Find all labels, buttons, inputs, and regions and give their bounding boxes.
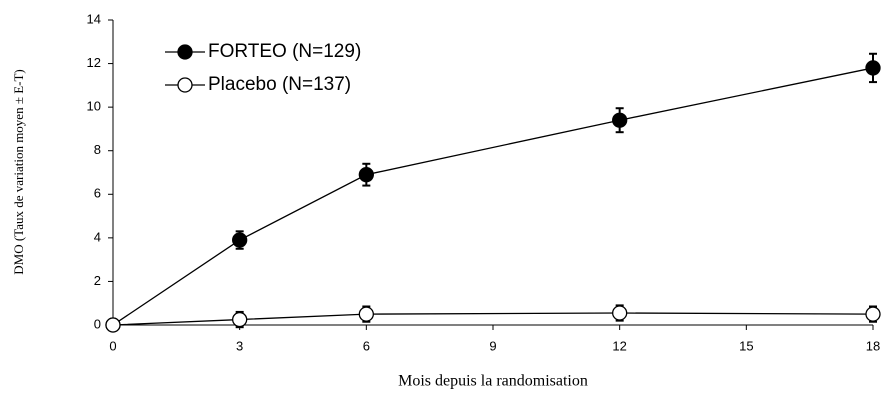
y-tick-label: 0 [94,316,101,331]
y-tick-label: 8 [94,142,101,157]
y-tick-label: 10 [87,99,101,114]
y-tick-label: 12 [87,55,101,70]
legend-marker [177,44,193,60]
x-tick-label: 12 [612,338,626,353]
legend-label: Placebo (N=137) [208,74,351,95]
legend-label: FORTEO (N=129) [208,41,361,62]
marker [232,311,248,328]
y-tick-label: 2 [94,273,101,288]
marker [612,112,628,128]
x-tick-label: 0 [109,338,116,353]
marker [358,306,374,322]
y-axis-label: DMO (Taux de variation moyen ± E-T) [11,69,26,275]
marker [865,306,881,322]
x-tick-label: 15 [739,338,753,353]
x-tick-label: 18 [866,338,880,353]
y-tick-label: 4 [94,229,101,244]
x-tick-label: 6 [363,338,370,353]
x-axis-label: Mois depuis la randomisation [398,373,588,390]
series-line [112,312,874,326]
marker [105,317,121,333]
series-line [112,67,874,326]
x-tick-label: 3 [236,338,243,353]
y-tick-label: 6 [94,186,101,201]
marker [865,60,881,76]
marker [358,167,374,183]
marker [232,232,248,248]
legend-marker [177,77,193,93]
x-tick-label: 9 [489,338,496,353]
marker [612,305,628,321]
y-tick-label: 14 [87,11,101,26]
